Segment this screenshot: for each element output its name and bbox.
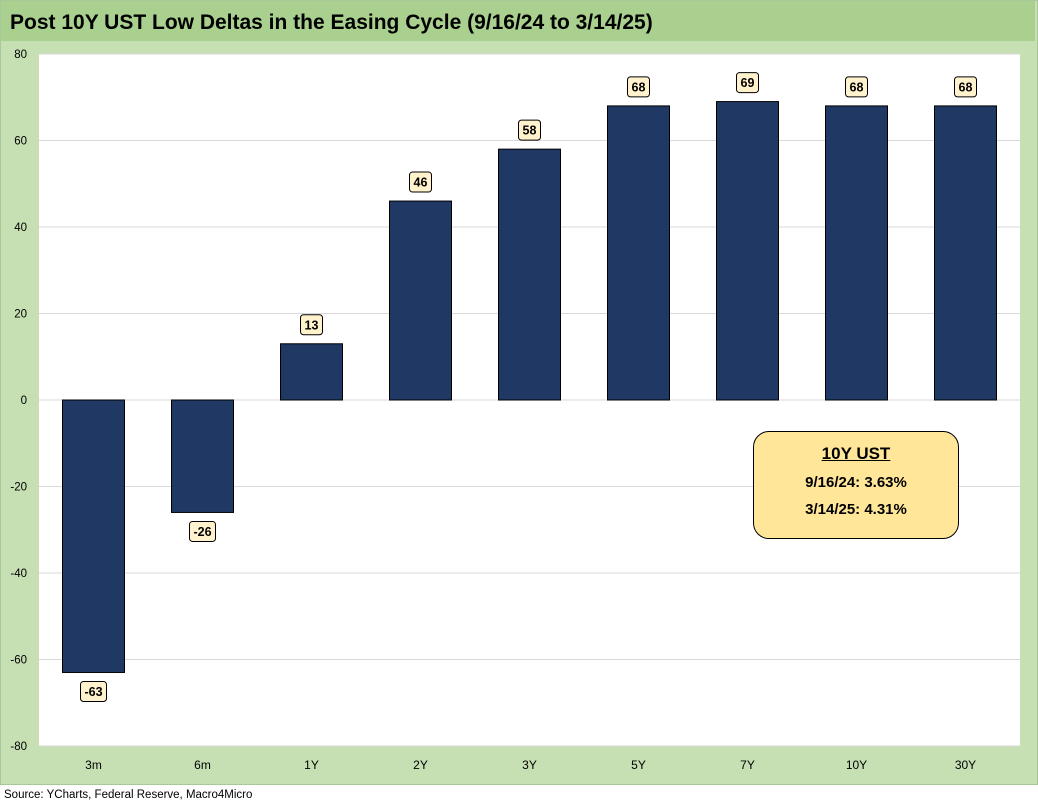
x-tick-label: 1Y bbox=[304, 758, 319, 772]
data-label-box bbox=[845, 76, 868, 98]
x-axis-ticks: 3m 6m 1Y 2Y 3Y 5Y 7Y 10Y 30Y bbox=[85, 758, 976, 772]
data-label: 46 bbox=[414, 176, 428, 190]
x-tick-label: 2Y bbox=[413, 758, 428, 772]
data-label-box bbox=[189, 520, 216, 542]
x-tick-label: 3m bbox=[85, 758, 102, 772]
annotation-line-1: 9/16/24: 3.63% bbox=[805, 474, 907, 491]
data-label: 68 bbox=[632, 80, 646, 94]
bar-10y bbox=[825, 105, 888, 401]
bar-5y bbox=[607, 105, 670, 401]
data-label-box bbox=[80, 680, 107, 702]
y-tick-label: -60 bbox=[10, 655, 27, 667]
data-labels: -63 -26 13 46 58 68 69 68 68 bbox=[80, 72, 977, 702]
title-bar: Post 10Y UST Low Deltas in the Easing Cy… bbox=[1, 1, 1035, 41]
data-label: -63 bbox=[84, 685, 102, 699]
data-label: 68 bbox=[959, 80, 973, 94]
bar-3y bbox=[498, 148, 561, 401]
x-tick-label: 10Y bbox=[846, 758, 867, 772]
data-label-box bbox=[954, 76, 977, 98]
bar-3m bbox=[62, 399, 125, 673]
y-tick-label: 80 bbox=[14, 49, 27, 61]
bar-2y bbox=[389, 200, 452, 401]
bar-30y bbox=[934, 105, 997, 401]
data-label-box bbox=[300, 314, 323, 336]
source-note: Source: YCharts, Federal Reserve, Macro4… bbox=[4, 789, 253, 801]
y-tick-label: 0 bbox=[21, 395, 27, 407]
data-label: 69 bbox=[741, 76, 755, 90]
x-tick-label: 7Y bbox=[740, 758, 755, 772]
data-label: -26 bbox=[193, 525, 211, 539]
data-label-box bbox=[736, 72, 759, 94]
bar-1y bbox=[280, 343, 343, 401]
data-label: 68 bbox=[850, 80, 864, 94]
annotation-heading: 10Y UST bbox=[821, 444, 891, 463]
y-tick-label: 60 bbox=[14, 136, 27, 148]
y-tick-label: 20 bbox=[14, 309, 27, 321]
bar-6m bbox=[171, 399, 234, 513]
bar-7y bbox=[716, 101, 779, 401]
x-tick-label: 5Y bbox=[631, 758, 646, 772]
y-tick-label: -20 bbox=[10, 482, 27, 494]
data-label: 13 bbox=[305, 318, 319, 332]
data-label-box bbox=[627, 76, 650, 98]
x-tick-label: 30Y bbox=[955, 758, 976, 772]
data-label: 58 bbox=[523, 124, 537, 138]
x-tick-label: 6m bbox=[194, 758, 211, 772]
y-tick-label: -40 bbox=[10, 568, 27, 580]
chart-title: Post 10Y UST Low Deltas in the Easing Cy… bbox=[10, 11, 653, 34]
y-tick-label: 40 bbox=[14, 222, 27, 234]
x-tick-label: 3Y bbox=[522, 758, 537, 772]
annotation-line-2: 3/14/25: 4.31% bbox=[805, 501, 907, 518]
y-axis-ticks: -80 -60 -40 -20 0 20 40 60 80 bbox=[10, 49, 27, 753]
annotation-box: 10Y UST 9/16/24: 3.63% 3/14/25: 4.31% bbox=[753, 431, 959, 539]
bars bbox=[62, 101, 997, 673]
y-tick-label: -80 bbox=[10, 741, 27, 753]
data-label-box bbox=[409, 171, 432, 193]
data-label-box bbox=[518, 119, 541, 141]
